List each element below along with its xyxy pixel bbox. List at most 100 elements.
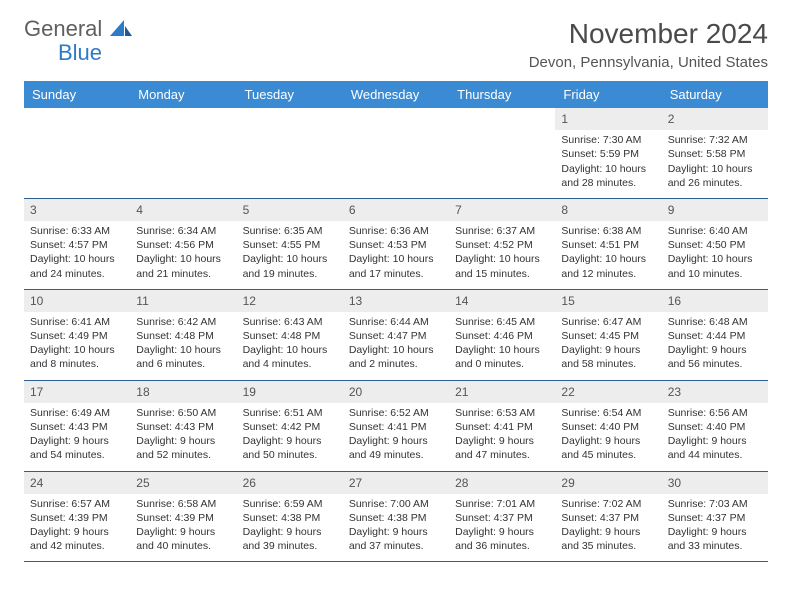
calendar-empty-cell xyxy=(237,108,343,198)
day-info-line: Daylight: 9 hours and 58 minutes. xyxy=(561,343,655,371)
day-info-line: Sunset: 4:57 PM xyxy=(30,238,124,252)
brand-name-1: General xyxy=(24,16,102,41)
calendar-day-cell: 30 Sunrise: 7:03 AMSunset: 4:37 PMDayligh… xyxy=(662,471,768,562)
day-info-line: Daylight: 10 hours and 6 minutes. xyxy=(136,343,230,371)
header: General Blue November 2024 Devon, Pennsy… xyxy=(24,18,768,71)
day-info-line: Sunrise: 7:03 AM xyxy=(668,497,762,511)
day-info-line: Daylight: 9 hours and 35 minutes. xyxy=(561,525,655,553)
day-number: 18 xyxy=(130,381,236,403)
day-info-line: Sunrise: 6:59 AM xyxy=(243,497,337,511)
weekday-header: Monday xyxy=(130,81,236,108)
day-number: 30 xyxy=(662,472,768,494)
day-info-line: Sunrise: 7:02 AM xyxy=(561,497,655,511)
day-info-line: Daylight: 10 hours and 26 minutes. xyxy=(668,162,762,190)
day-info-line: Sunset: 4:48 PM xyxy=(243,329,337,343)
weekday-header: Friday xyxy=(555,81,661,108)
day-info-line: Sunset: 4:38 PM xyxy=(243,511,337,525)
day-info-line: Sunrise: 6:53 AM xyxy=(455,406,549,420)
day-number xyxy=(130,108,236,130)
day-info-line: Sunset: 4:43 PM xyxy=(136,420,230,434)
day-info-line: Sunset: 4:41 PM xyxy=(349,420,443,434)
day-info-line: Sunrise: 6:56 AM xyxy=(668,406,762,420)
calendar-day-cell: 25Sunrise: 6:58 AMSunset: 4:39 PMDayligh… xyxy=(130,471,236,562)
day-number xyxy=(343,108,449,130)
day-number: 23 xyxy=(662,381,768,403)
calendar-table: SundayMondayTuesdayWednesdayThursdayFrid… xyxy=(24,81,768,562)
calendar-day-cell: 27Sunrise: 7:00 AMSunset: 4:38 PMDayligh… xyxy=(343,471,449,562)
calendar-day-cell: 15Sunrise: 6:47 AMSunset: 4:45 PMDayligh… xyxy=(555,289,661,380)
day-info-line: Sunrise: 6:45 AM xyxy=(455,315,549,329)
day-number: 2 xyxy=(662,108,768,130)
calendar-day-cell: 14Sunrise: 6:45 AMSunset: 4:46 PMDayligh… xyxy=(449,289,555,380)
day-info-line: Daylight: 9 hours and 45 minutes. xyxy=(561,434,655,462)
page-title: November 2024 xyxy=(529,18,768,50)
calendar-day-cell: 10Sunrise: 6:41 AMSunset: 4:49 PMDayligh… xyxy=(24,289,130,380)
calendar-day-cell: 16Sunrise: 6:48 AMSunset: 4:44 PMDayligh… xyxy=(662,289,768,380)
day-number: 27 xyxy=(343,472,449,494)
day-info-line: Sunrise: 6:48 AM xyxy=(668,315,762,329)
day-info-line: Daylight: 10 hours and 12 minutes. xyxy=(561,252,655,280)
day-number xyxy=(237,108,343,130)
day-info-line: Sunrise: 7:00 AM xyxy=(349,497,443,511)
weekday-header: Sunday xyxy=(24,81,130,108)
day-info-line: Daylight: 9 hours and 49 minutes. xyxy=(349,434,443,462)
day-number: 26 xyxy=(237,472,343,494)
calendar-day-cell: 20Sunrise: 6:52 AMSunset: 4:41 PMDayligh… xyxy=(343,380,449,471)
day-info-line: Sunset: 4:42 PM xyxy=(243,420,337,434)
day-number: 15 xyxy=(555,290,661,312)
day-info-line: Daylight: 9 hours and 44 minutes. xyxy=(668,434,762,462)
day-info-line: Sunset: 4:50 PM xyxy=(668,238,762,252)
day-info-line: Sunset: 4:53 PM xyxy=(349,238,443,252)
day-info-line: Daylight: 10 hours and 21 minutes. xyxy=(136,252,230,280)
calendar-week-row: 3 Sunrise: 6:33 AMSunset: 4:57 PM Daylight… xyxy=(24,198,768,289)
day-info-line: Sunrise: 6:36 AM xyxy=(349,224,443,238)
brand-name-2: Blue xyxy=(58,42,132,64)
day-info-line: Sunset: 5:58 PM xyxy=(668,147,762,161)
day-info-line: Daylight: 10 hours and 2 minutes. xyxy=(349,343,443,371)
day-info-line: Daylight: 10 hours and 8 minutes. xyxy=(30,343,124,371)
day-info-line: Daylight: 9 hours and 50 minutes. xyxy=(243,434,337,462)
day-number: 5 xyxy=(237,199,343,221)
day-info-line: Daylight: 10 hours and 4 minutes. xyxy=(243,343,337,371)
calendar-day-cell: 11Sunrise: 6:42 AMSunset: 4:48 PMDayligh… xyxy=(130,289,236,380)
day-info-line: Sunset: 4:37 PM xyxy=(455,511,549,525)
day-info-line: Sunset: 5:59 PM xyxy=(561,147,655,161)
day-info-line: Daylight: 9 hours and 39 minutes. xyxy=(243,525,337,553)
calendar-day-cell: 23Sunrise: 6:56 AMSunset: 4:40 PMDayligh… xyxy=(662,380,768,471)
calendar-day-cell: 3Sunrise: 6:33 AMSunset: 4:57 PMDaylight… xyxy=(24,198,130,289)
brand-logo: General Blue xyxy=(24,18,132,64)
calendar-empty-cell xyxy=(130,108,236,198)
day-info-line: Daylight: 10 hours and 15 minutes. xyxy=(455,252,549,280)
day-info-line: Daylight: 9 hours and 56 minutes. xyxy=(668,343,762,371)
weekday-header: Saturday xyxy=(662,81,768,108)
day-info-line: Sunrise: 6:54 AM xyxy=(561,406,655,420)
day-info-line: Sunset: 4:37 PM xyxy=(668,511,762,525)
day-info-line: Sunrise: 6:58 AM xyxy=(136,497,230,511)
calendar-day-cell: 21Sunrise: 6:53 AMSunset: 4:41 PMDayligh… xyxy=(449,380,555,471)
calendar-body: 1Sunrise: 7:30 AMSunset: 5:59 PMDaylight… xyxy=(24,108,768,562)
day-number: 3 xyxy=(24,199,130,221)
day-info-line: Sunset: 4:38 PM xyxy=(349,511,443,525)
day-number: 28 xyxy=(449,472,555,494)
day-info-line: Sunset: 4:45 PM xyxy=(561,329,655,343)
calendar-day-cell: 22Sunrise: 6:54 AMSunset: 4:40 PMDayligh… xyxy=(555,380,661,471)
calendar-week-row: 24Sunrise: 6:57 AMSunset: 4:39 PMDayligh… xyxy=(24,471,768,562)
day-info-line: Daylight: 10 hours and 19 minutes. xyxy=(243,252,337,280)
day-number: 14 xyxy=(449,290,555,312)
day-info-line: Daylight: 10 hours and 0 minutes. xyxy=(455,343,549,371)
day-info-line: Daylight: 9 hours and 33 minutes. xyxy=(668,525,762,553)
day-info-line: Sunrise: 6:52 AM xyxy=(349,406,443,420)
calendar-week-row: 1Sunrise: 7:30 AMSunset: 5:59 PMDaylight… xyxy=(24,108,768,198)
calendar-week-row: 17Sunrise: 6:49 AMSunset: 4:43 PMDayligh… xyxy=(24,380,768,471)
day-info-line: Daylight: 9 hours and 47 minutes. xyxy=(455,434,549,462)
day-info-line: Sunrise: 6:37 AM xyxy=(455,224,549,238)
sail-icon xyxy=(110,18,132,42)
day-info-line: Sunrise: 6:50 AM xyxy=(136,406,230,420)
day-info-line: Daylight: 9 hours and 42 minutes. xyxy=(30,525,124,553)
weekday-header: Tuesday xyxy=(237,81,343,108)
calendar-day-cell: 1Sunrise: 7:30 AMSunset: 5:59 PMDaylight… xyxy=(555,108,661,198)
day-info-line: Sunrise: 6:33 AM xyxy=(30,224,124,238)
calendar-day-cell: 2Sunrise: 7:32 AMSunset: 5:58 PMDaylight… xyxy=(662,108,768,198)
day-info-line: Sunset: 4:39 PM xyxy=(30,511,124,525)
calendar-day-cell: 5Sunrise: 6:35 AMSunset: 4:55 PMDaylight… xyxy=(237,198,343,289)
